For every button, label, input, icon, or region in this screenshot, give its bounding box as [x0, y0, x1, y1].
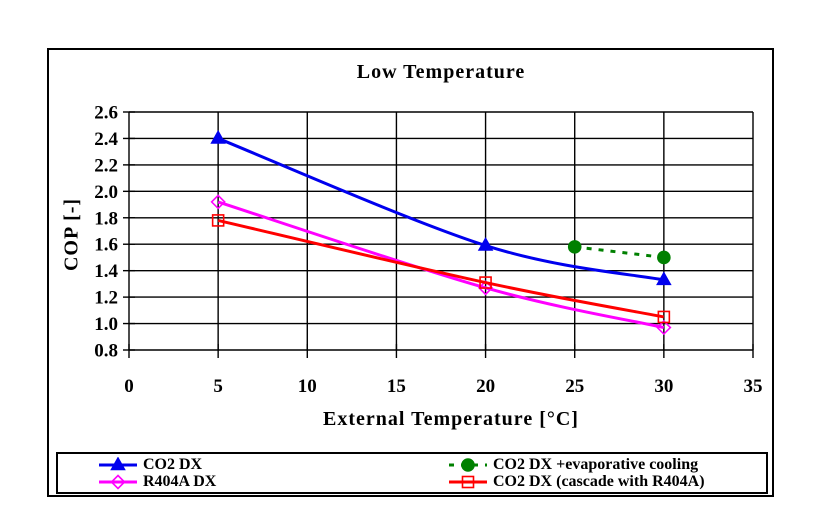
y-tick-label: 1.0: [94, 314, 118, 335]
legend-entry-co2-dx-cascade: CO2 DX (cascade with R404A): [448, 473, 705, 490]
series-2: [567, 240, 671, 265]
x-axis-title: External Temperature [°C]: [323, 408, 579, 430]
y-tick-label: 1.2: [94, 288, 118, 309]
legend-swatch-co2-dx-cascade: [449, 475, 487, 488]
chart-title: Low Temperature: [356, 61, 526, 83]
series-3: [211, 214, 671, 324]
y-tick-label: 1.4: [94, 261, 118, 282]
chart-frame: [47, 48, 774, 497]
gridlines: [128, 111, 754, 351]
legend: CO2 DX R404A DX CO2 DX +evaporative cool…: [56, 452, 768, 494]
legend-entry-co2-dx: CO2 DX: [98, 456, 202, 473]
y-tick-label: 0.8: [94, 341, 118, 362]
y-axis-title: COP [-]: [60, 197, 83, 272]
tick-marks: [123, 111, 754, 358]
x-tick-label: 10: [298, 376, 317, 397]
legend-entry-co2-dx-evaporative: CO2 DX +evaporative cooling: [448, 456, 698, 473]
series-0: [210, 129, 672, 286]
y-tick-label: 1.8: [94, 208, 118, 229]
legend-label-r404a-dx: R404A DX: [143, 473, 217, 490]
legend-entry-r404a-dx: R404A DX: [98, 473, 216, 490]
y-tick-label: 2.4: [94, 129, 118, 150]
y-tick-label: 2.6: [94, 103, 118, 124]
x-tick-label: 20: [476, 376, 495, 397]
legend-label-co2-dx-cascade: CO2 DX (cascade with R404A): [493, 473, 705, 490]
legend-swatch-r404a-dx: [99, 473, 137, 490]
x-tick-label: 0: [124, 376, 134, 397]
series-1: [210, 194, 672, 336]
legend-label-co2-dx: CO2 DX: [143, 456, 203, 473]
y-tick-label: 2.0: [94, 182, 118, 203]
legend-swatch-co2-dx-evaporative: [449, 457, 487, 472]
x-tick-label: 25: [565, 376, 584, 397]
x-tick-label: 5: [213, 376, 223, 397]
x-tick-label: 15: [387, 376, 406, 397]
y-tick-label: 1.6: [94, 235, 118, 256]
tick-labels: 2.6 2.4 2.2 2.0 1.8 1.6 1.4 1.2 1.0 0.8 0 5 10 15 20 25…: [94, 103, 762, 398]
x-tick-label: 35: [744, 376, 763, 397]
x-tick-label: 30: [654, 376, 673, 397]
y-tick-label: 2.2: [94, 155, 118, 176]
legend-label-co2-dx-evaporative: CO2 DX +evaporative cooling: [493, 456, 699, 473]
legend-swatch-co2-dx: [99, 456, 137, 470]
